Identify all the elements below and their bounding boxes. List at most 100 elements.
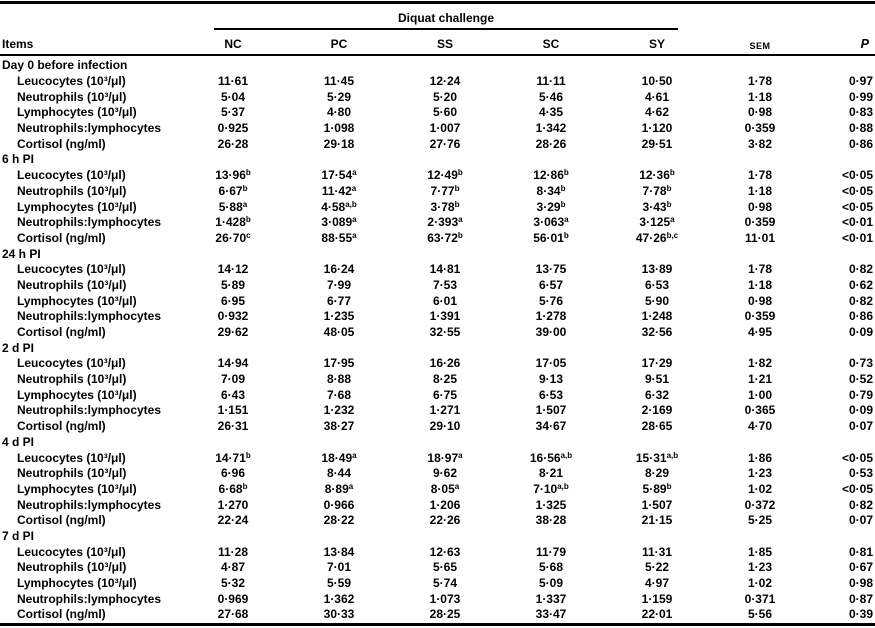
p-value-cell: 0·99 xyxy=(848,89,873,104)
sem-cell: 1·21 xyxy=(747,372,773,387)
table-row: Neutrophils:lymphocytes 0·969 1·362 1·073 1·… xyxy=(0,591,875,607)
value-cell: 38·28 xyxy=(535,513,567,528)
value-cell: 22·01 xyxy=(641,607,673,622)
section-label: 4 d PI xyxy=(2,434,35,449)
column-header-nc: NC xyxy=(180,30,286,56)
p-value-cell: 0·53 xyxy=(848,466,873,481)
sem-cell: 1·82 xyxy=(747,356,773,371)
value-cell: 28·65 xyxy=(641,419,673,434)
value-cell: 28·22 xyxy=(323,513,355,528)
value-cell: 3·43b xyxy=(642,199,672,214)
significance-superscript: a xyxy=(352,215,357,225)
value-cell: 47·26b,c xyxy=(635,230,679,245)
sem-cell: 1·85 xyxy=(747,544,773,559)
section-label: Day 0 before infection xyxy=(2,58,128,73)
value-cell: 12·24 xyxy=(429,74,461,89)
table-row: Neutrophils:lymphocytes 1·428b 3·089a 2·393… xyxy=(0,215,875,231)
sem-cell: 1·02 xyxy=(747,576,773,591)
section-label: 24 h PI xyxy=(2,246,41,261)
sem-cell: 0·98 xyxy=(747,199,773,214)
value-cell: 11·42a xyxy=(321,183,357,198)
p-value-cell: 0·67 xyxy=(848,560,873,575)
value-cell: 1·391 xyxy=(429,309,461,324)
value-cell: 14·81 xyxy=(429,262,461,277)
row-label: Neutrophils:lymphocytes xyxy=(17,403,162,418)
table-row: Cortisol (ng/ml) 26·28 29·18 27·76 28·26 29·5… xyxy=(0,136,875,152)
value-cell: 1·098 xyxy=(323,121,355,136)
span-header-label: Diquat challenge xyxy=(214,11,678,30)
value-cell: 5·90 xyxy=(644,293,670,308)
value-cell: 7·68 xyxy=(326,387,352,402)
span-header-row: Diquat challenge xyxy=(0,3,875,30)
value-cell: 7·77b xyxy=(430,183,460,198)
value-cell: 8·21 xyxy=(538,466,564,481)
value-cell: 29·62 xyxy=(217,325,249,340)
significance-superscript: a xyxy=(352,450,357,460)
table-row: Neutrophils:lymphocytes 1·270 0·966 1·206 1·… xyxy=(0,497,875,513)
sem-cell: 5·25 xyxy=(747,513,773,528)
table-row: Neutrophils (10³/μl) 7·09 8·88 8·25 9·13 9·51… xyxy=(0,372,875,388)
sem-cell: 1·23 xyxy=(747,560,773,575)
p-value-cell: <0·05 xyxy=(841,481,873,496)
row-label: Leucocytes (10³/μl) xyxy=(17,450,126,465)
value-cell: 26·70c xyxy=(215,230,251,245)
value-cell: 22·26 xyxy=(429,513,461,528)
row-label: Cortisol (ng/ml) xyxy=(17,136,106,151)
section-header-row: Day 0 before infection xyxy=(0,55,875,74)
value-cell: 6·95 xyxy=(220,293,246,308)
value-cell: 9·51 xyxy=(644,372,670,387)
value-cell: 1·159 xyxy=(641,591,673,606)
significance-superscript: b xyxy=(560,199,566,209)
row-label: Leucocytes (10³/μl) xyxy=(17,544,126,559)
p-value-cell: 0·81 xyxy=(848,544,873,559)
section-label: 6 h PI xyxy=(2,152,35,167)
sem-cell: 0·98 xyxy=(747,293,773,308)
table-row: Cortisol (ng/ml) 22·24 28·22 22·26 38·28 21·1… xyxy=(0,513,875,529)
value-cell: 5·74 xyxy=(432,576,458,591)
value-cell: 7·78b xyxy=(642,183,672,198)
value-cell: 17·05 xyxy=(535,356,567,371)
value-cell: 26·31 xyxy=(217,419,249,434)
significance-superscript: a xyxy=(242,199,248,209)
row-label: Neutrophils:lymphocytes xyxy=(17,309,162,324)
value-cell: 12·86b xyxy=(533,168,569,183)
value-cell: 13·75 xyxy=(535,262,567,277)
value-cell: 12·49b xyxy=(427,168,463,183)
column-header-ss: SS xyxy=(392,30,498,56)
value-cell: 13·96b xyxy=(215,168,251,183)
significance-superscript: a xyxy=(458,450,463,460)
value-cell: 1·151 xyxy=(217,403,249,418)
value-cell: 5·09 xyxy=(538,576,564,591)
value-cell: 3·125a xyxy=(639,215,675,230)
significance-superscript: b xyxy=(666,183,672,193)
row-label: Lymphocytes (10³/μl) xyxy=(17,293,137,308)
value-cell: 3·089a xyxy=(321,215,357,230)
p-value-cell: 0·39 xyxy=(848,607,873,622)
sem-cell: 1·23 xyxy=(747,466,773,481)
items-column-header: Items xyxy=(0,30,180,56)
value-cell: 22·24 xyxy=(217,513,249,528)
value-cell: 2·169 xyxy=(641,403,673,418)
p-value-cell: <0·05 xyxy=(841,183,873,198)
significance-superscript: b xyxy=(245,450,251,460)
value-cell: 5·46 xyxy=(538,89,564,104)
table-row: Leucocytes (10³/μl) 14·94 17·95 16·26 17·05 1… xyxy=(0,356,875,372)
row-label: Neutrophils (10³/μl) xyxy=(17,183,127,198)
value-cell: 29·10 xyxy=(429,419,461,434)
value-cell: 1·270 xyxy=(217,497,249,512)
sem-cell: 11·01 xyxy=(744,230,776,245)
value-cell: 6·53 xyxy=(538,387,564,402)
section-label: 2 d PI xyxy=(2,340,35,355)
value-cell: 6·43 xyxy=(220,387,246,402)
significance-superscript: a xyxy=(352,168,357,178)
table-row: Leucocytes (10³/μl) 13·96b 17·54a 12·49b 12·… xyxy=(0,168,875,184)
value-cell: 4·61 xyxy=(644,89,670,104)
value-cell: 17·29 xyxy=(641,356,673,371)
significance-superscript: b xyxy=(563,168,569,178)
p-value-cell: 0·82 xyxy=(848,293,873,308)
value-cell: 6·77 xyxy=(326,293,352,308)
value-cell: 5·29 xyxy=(326,89,352,104)
p-value-cell: 0·82 xyxy=(848,262,873,277)
value-cell: 7·99 xyxy=(326,277,352,292)
row-label: Neutrophils:lymphocytes xyxy=(17,215,162,230)
